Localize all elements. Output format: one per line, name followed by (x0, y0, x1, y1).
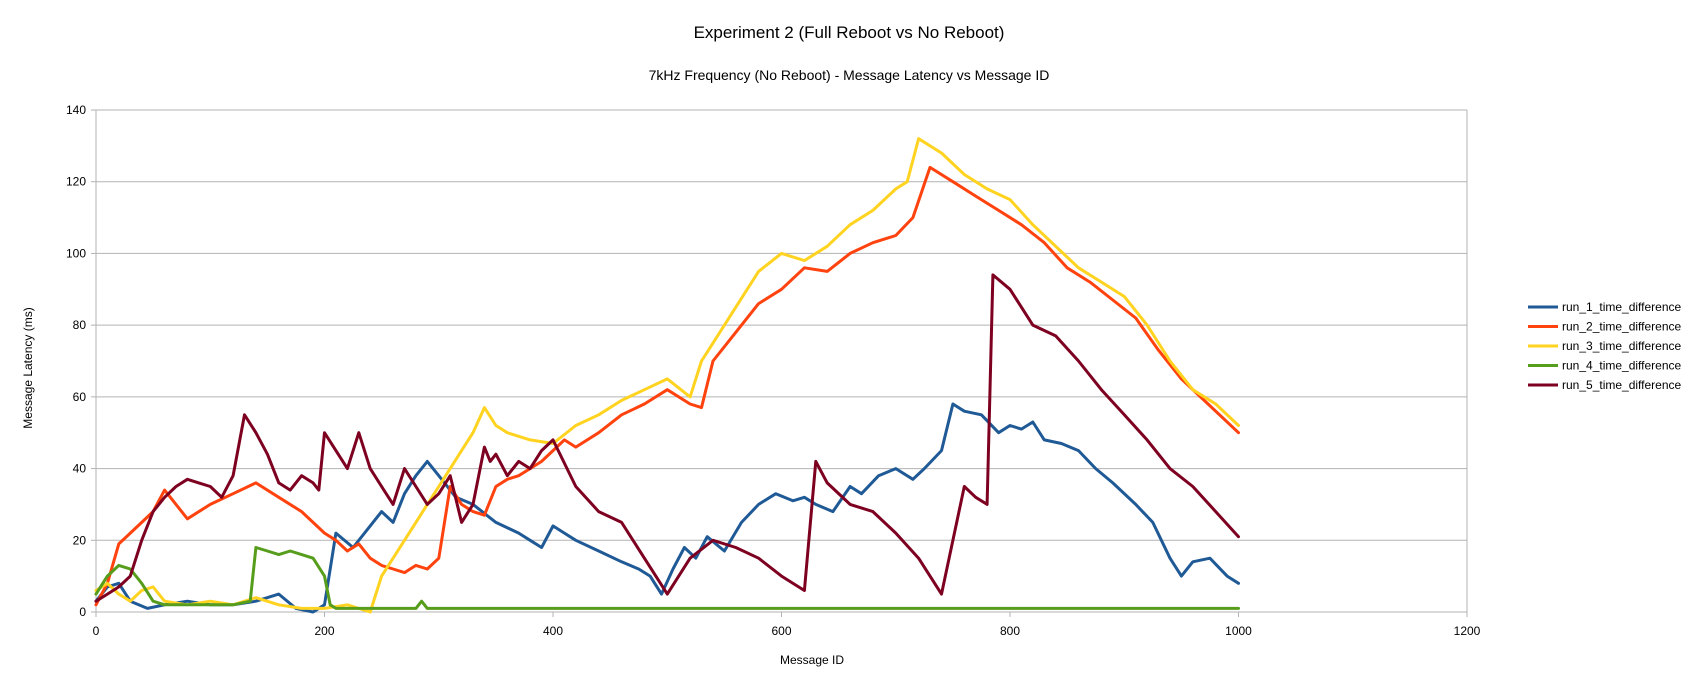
series-line-1 (94, 402, 1240, 614)
legend-label: run_5_time_difference (1562, 378, 1682, 392)
x-tick-label: 1200 (1454, 624, 1481, 638)
x-tick-label: 1000 (1225, 624, 1252, 638)
gridlines (96, 109, 1467, 613)
x-tick-label: 0 (93, 624, 100, 638)
series-line-4 (94, 546, 1240, 610)
legend-label: run_1_time_difference (1562, 300, 1682, 314)
y-tick-label: 0 (79, 605, 86, 619)
legend-label: run_2_time_difference (1562, 320, 1682, 334)
x-tick-label: 600 (771, 624, 791, 638)
y-tick-label: 140 (66, 103, 86, 117)
legend-label: run_4_time_difference (1562, 359, 1682, 373)
legend: run_1_time_difference run_2_time_differen… (1528, 300, 1682, 392)
y-tick-label: 40 (73, 462, 87, 476)
series-lines (94, 137, 1240, 614)
chart-subtitle: 7kHz Frequency (No Reboot) - Message Lat… (649, 67, 1050, 83)
x-axis-label: Message ID (780, 653, 844, 667)
y-tick-label: 60 (73, 390, 87, 404)
x-tick-label: 200 (314, 624, 334, 638)
y-tick-label: 80 (73, 318, 87, 332)
y-tick-label: 120 (66, 175, 86, 189)
legend-label: run_3_time_difference (1562, 339, 1682, 353)
series-line-2 (94, 165, 1240, 607)
x-tick-label: 400 (543, 624, 563, 638)
y-tick-label: 20 (73, 533, 87, 547)
y-tick-label: 100 (66, 246, 86, 260)
axes: 0 20 40 60 80 100 120 140 0 200 400 600 800 1000 1200 (66, 103, 1481, 638)
x-tick-label: 800 (1000, 624, 1020, 638)
chart-title: Experiment 2 (Full Reboot vs No Reboot) (694, 23, 1005, 42)
series-line-3 (94, 137, 1240, 614)
series-line-5 (94, 273, 1240, 603)
y-axis-label: Message Latency (ms) (21, 307, 35, 428)
